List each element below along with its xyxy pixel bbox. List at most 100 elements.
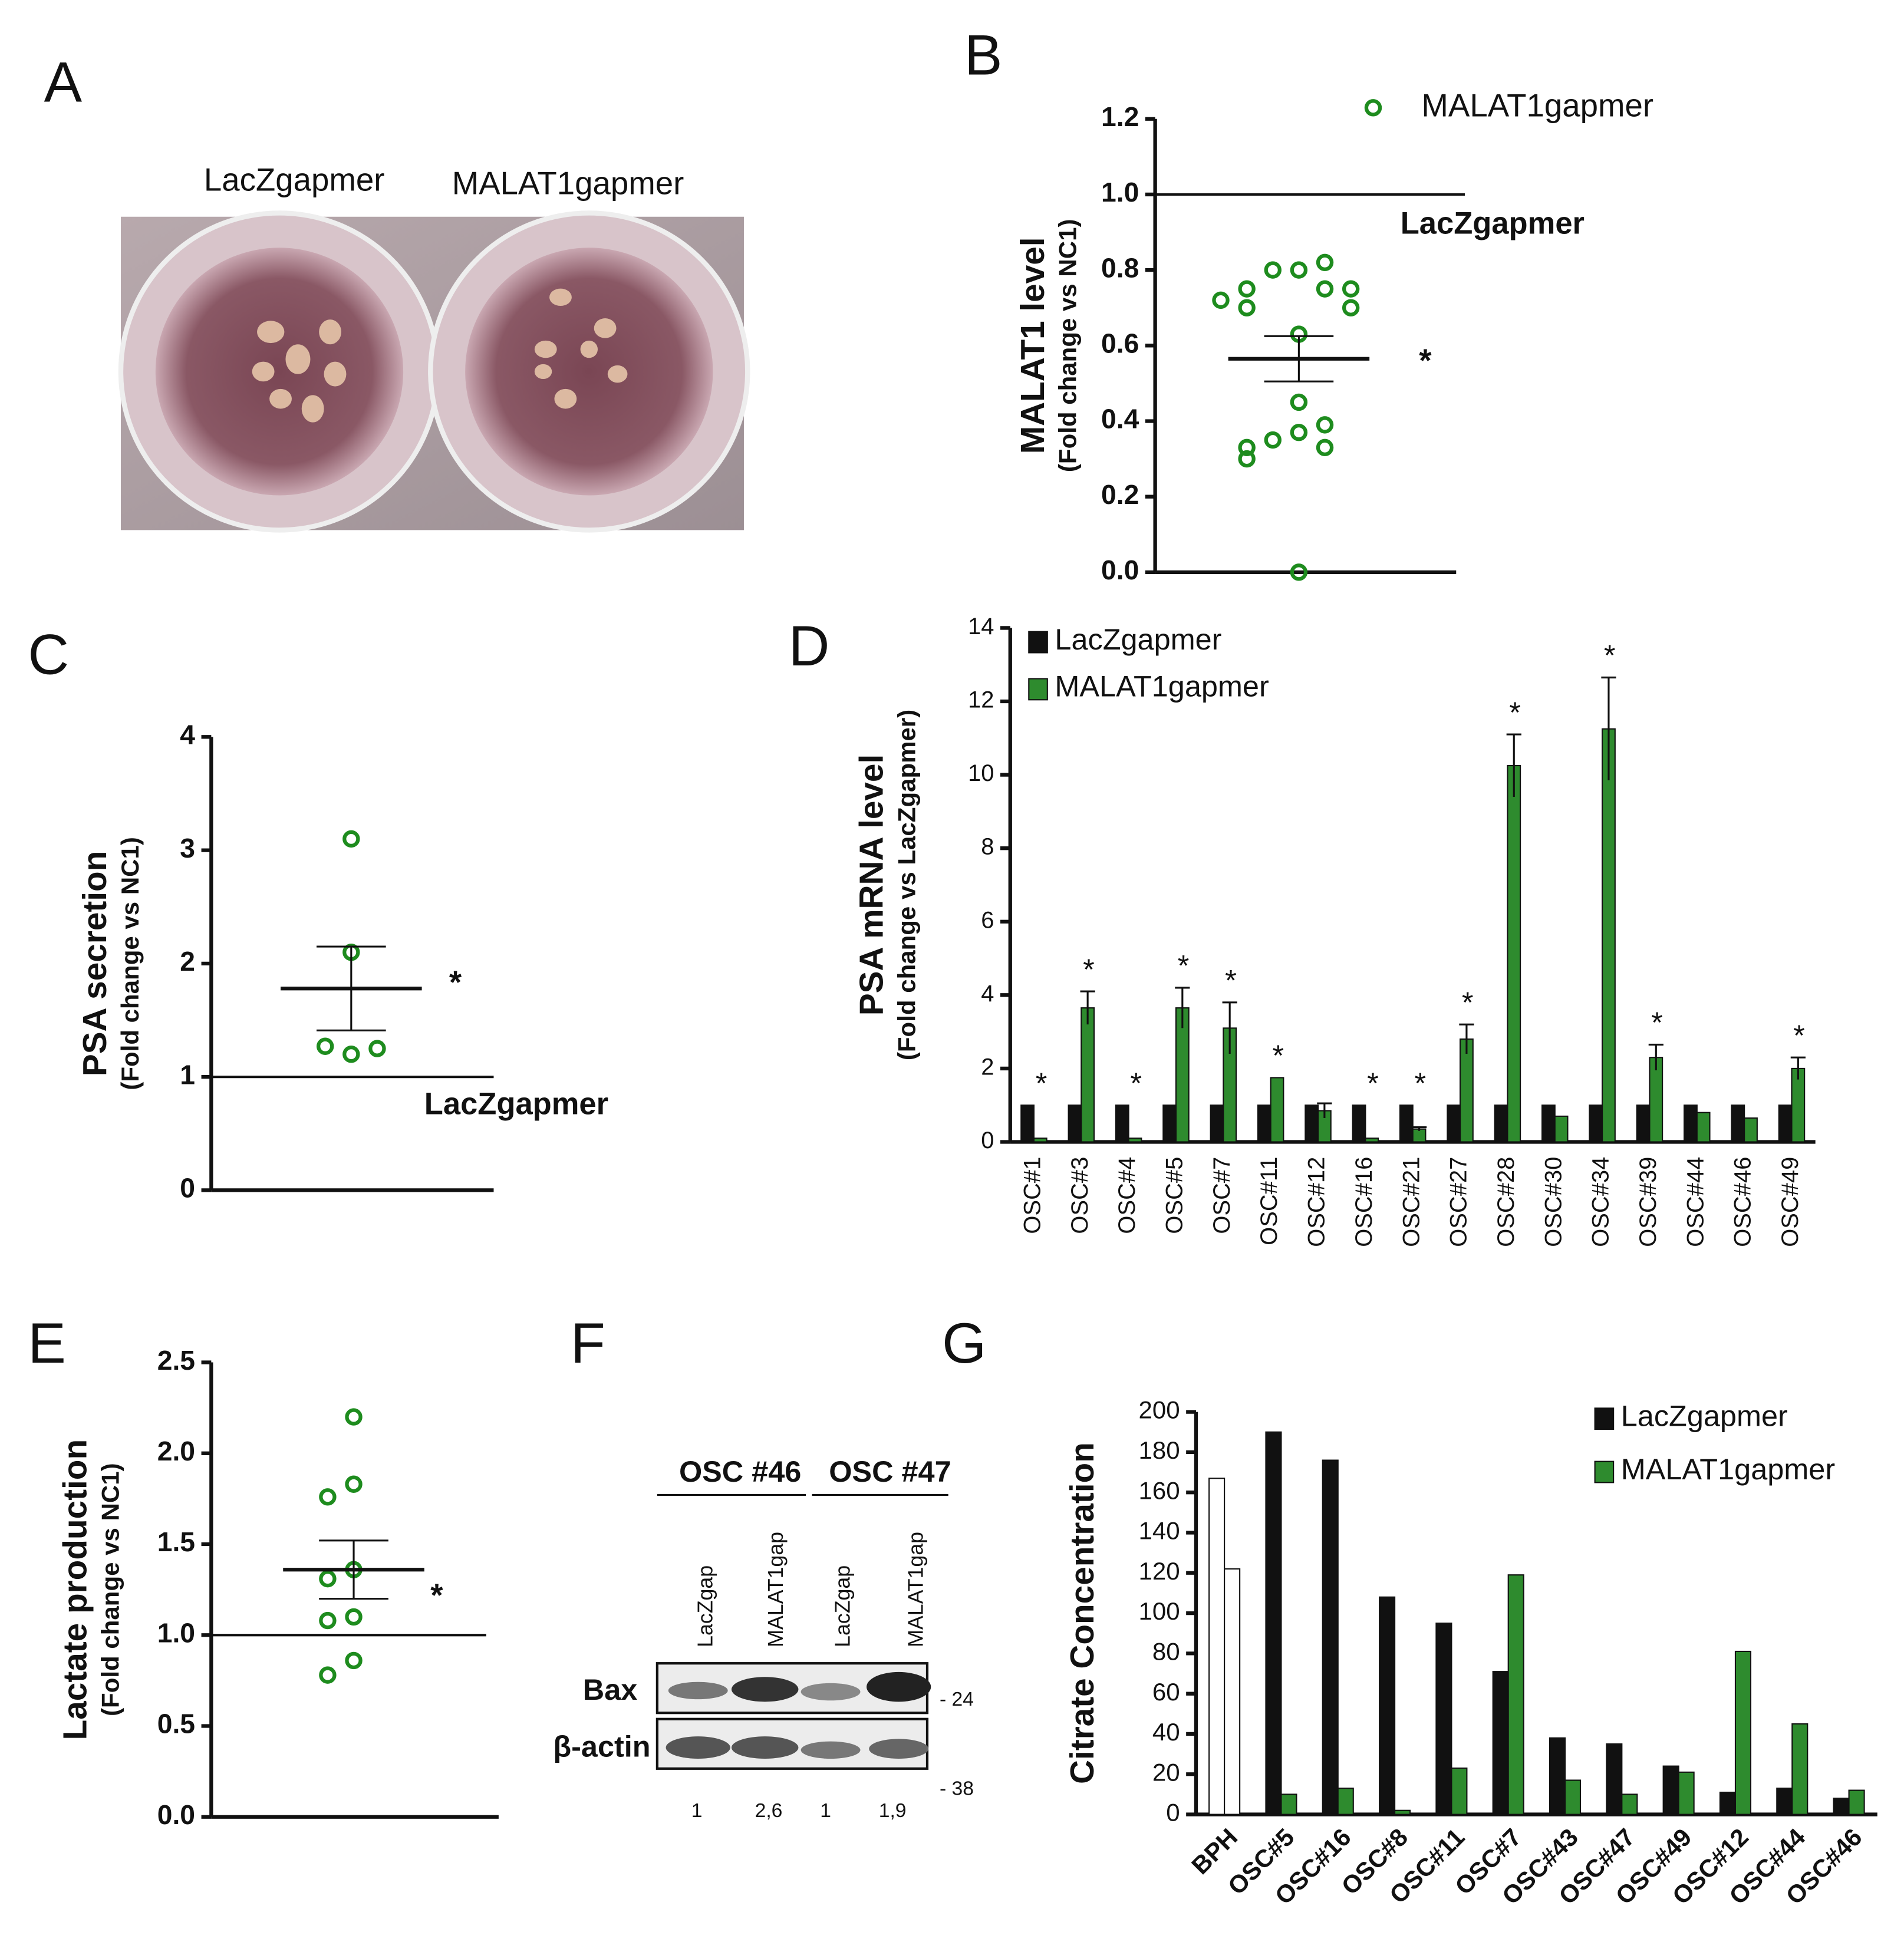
bar xyxy=(1460,1038,1474,1143)
y-tick-label: 0 xyxy=(180,1173,195,1204)
photo-label: LacZgapmer xyxy=(204,161,385,197)
bar xyxy=(1033,1137,1047,1143)
significance: * xyxy=(1793,1018,1805,1052)
y-tick-label: 140 xyxy=(1139,1517,1180,1545)
x-tick-label: OSC#49 xyxy=(1777,1157,1803,1247)
bar xyxy=(1696,1112,1711,1143)
legend-label: LacZgapmer xyxy=(1621,1399,1788,1432)
panel-letter: A xyxy=(44,51,83,114)
y-axis-label: PSA secretion xyxy=(77,851,114,1076)
data-point xyxy=(1316,253,1334,271)
bar xyxy=(1606,1743,1623,1815)
blot-panel: F OSC #46 OSC #47 LacZgap MALAT1gap LacZ… xyxy=(553,1311,974,1822)
y-axis-label: PSA mRNA level xyxy=(854,754,891,1015)
well xyxy=(155,248,404,496)
lane-label: LacZgap xyxy=(831,1565,855,1647)
data-point xyxy=(1342,280,1360,298)
significance: * xyxy=(1604,638,1616,672)
y-axis-label: MALAT1 level xyxy=(1014,237,1052,454)
x-tick-label: OSC#1 xyxy=(1019,1157,1045,1234)
bar xyxy=(1734,1650,1752,1815)
bar xyxy=(1791,1723,1809,1815)
bar xyxy=(1435,1623,1452,1815)
y-axis-note: (Fold change vs NC1) xyxy=(1054,219,1082,473)
x-tick-label: OSC#30 xyxy=(1540,1157,1566,1247)
bar xyxy=(1081,1007,1095,1143)
data-point xyxy=(345,1475,363,1493)
bar xyxy=(1447,1104,1461,1143)
bar xyxy=(1210,1104,1224,1143)
bar xyxy=(1492,1671,1509,1815)
bar xyxy=(1257,1104,1271,1143)
data-point xyxy=(319,1666,337,1684)
x-tick-label: OSC#21 xyxy=(1398,1157,1424,1247)
legend-swatch xyxy=(1028,631,1048,654)
panel-letter: G xyxy=(942,1311,986,1375)
bar xyxy=(1265,1431,1282,1815)
bar xyxy=(1507,764,1521,1143)
bar xyxy=(1589,1104,1603,1143)
y-tick-label: 40 xyxy=(1152,1718,1180,1746)
y-tick-label: 6 xyxy=(981,907,994,933)
y-tick-label: 0.5 xyxy=(157,1709,195,1739)
x-tick-label: OSC#39 xyxy=(1635,1157,1661,1247)
x-tick-label: OSC#16 xyxy=(1351,1157,1377,1247)
y-tick-label: 1 xyxy=(180,1059,195,1090)
data-point xyxy=(345,1408,363,1426)
y-tick-label: 8 xyxy=(981,834,994,860)
lane-label: MALAT1gap xyxy=(904,1532,928,1647)
significance: * xyxy=(1462,985,1474,1019)
bar xyxy=(1068,1104,1082,1143)
x-tick-label: OSC#11 xyxy=(1256,1157,1282,1245)
significance: * xyxy=(1367,1066,1379,1100)
y-tick-label: 180 xyxy=(1139,1436,1180,1464)
significance: * xyxy=(1272,1038,1284,1072)
panel-letter: D xyxy=(789,614,830,678)
bar xyxy=(1379,1596,1396,1815)
data-point xyxy=(1238,438,1256,457)
photo-panel: A LacZgapmer MALAT1gapmer xyxy=(44,51,750,533)
y-tick-label: 4 xyxy=(981,981,994,1007)
y-axis-note: (Fold change vs LacZgapmer) xyxy=(893,710,921,1060)
bar xyxy=(1621,1793,1638,1815)
blot-quant: 2,6 xyxy=(755,1800,783,1822)
reference-label: LacZgapmer xyxy=(1401,206,1585,240)
significance: * xyxy=(449,964,462,1000)
bar xyxy=(1115,1104,1129,1143)
significance: * xyxy=(1083,952,1095,986)
significance: * xyxy=(1415,1066,1427,1100)
bar xyxy=(1020,1104,1035,1143)
bar xyxy=(1451,1767,1468,1815)
y-tick-label: 80 xyxy=(1152,1637,1180,1665)
bar xyxy=(1507,1574,1524,1815)
x-tick-label: OSC#27 xyxy=(1446,1157,1472,1247)
x-tick-label: OSC#46 xyxy=(1730,1157,1756,1247)
y-tick-label: 3 xyxy=(180,833,195,863)
bar xyxy=(1494,1104,1508,1143)
y-tick-label: 1.0 xyxy=(157,1617,195,1648)
x-tick-label: OSC#7 xyxy=(1209,1157,1235,1234)
y-tick-label: 0.8 xyxy=(1101,252,1139,283)
x-tick-label: OSC#28 xyxy=(1493,1157,1519,1247)
data-point xyxy=(1290,261,1308,279)
blot-group: OSC #47 xyxy=(829,1455,951,1488)
data-point xyxy=(342,830,360,848)
y-tick-label: 2 xyxy=(180,946,195,977)
y-tick-label: 1.5 xyxy=(157,1526,195,1557)
y-tick-label: 2.5 xyxy=(157,1345,195,1376)
significance: * xyxy=(1225,963,1237,997)
y-tick-label: 160 xyxy=(1139,1476,1180,1504)
y-tick-label: 100 xyxy=(1139,1597,1180,1625)
x-tick-label: OSC#4 xyxy=(1114,1157,1140,1234)
data-point xyxy=(319,1570,337,1588)
data-point xyxy=(1290,423,1308,441)
y-tick-label: 120 xyxy=(1139,1557,1180,1585)
legend-swatch xyxy=(1594,1460,1615,1483)
photo-label: MALAT1gapmer xyxy=(452,166,684,202)
data-point xyxy=(342,1046,360,1063)
bar xyxy=(1365,1137,1379,1143)
panel-letter: B xyxy=(964,23,1002,87)
bar xyxy=(1636,1104,1651,1143)
bar xyxy=(1678,1771,1695,1815)
data-point xyxy=(1316,280,1334,298)
